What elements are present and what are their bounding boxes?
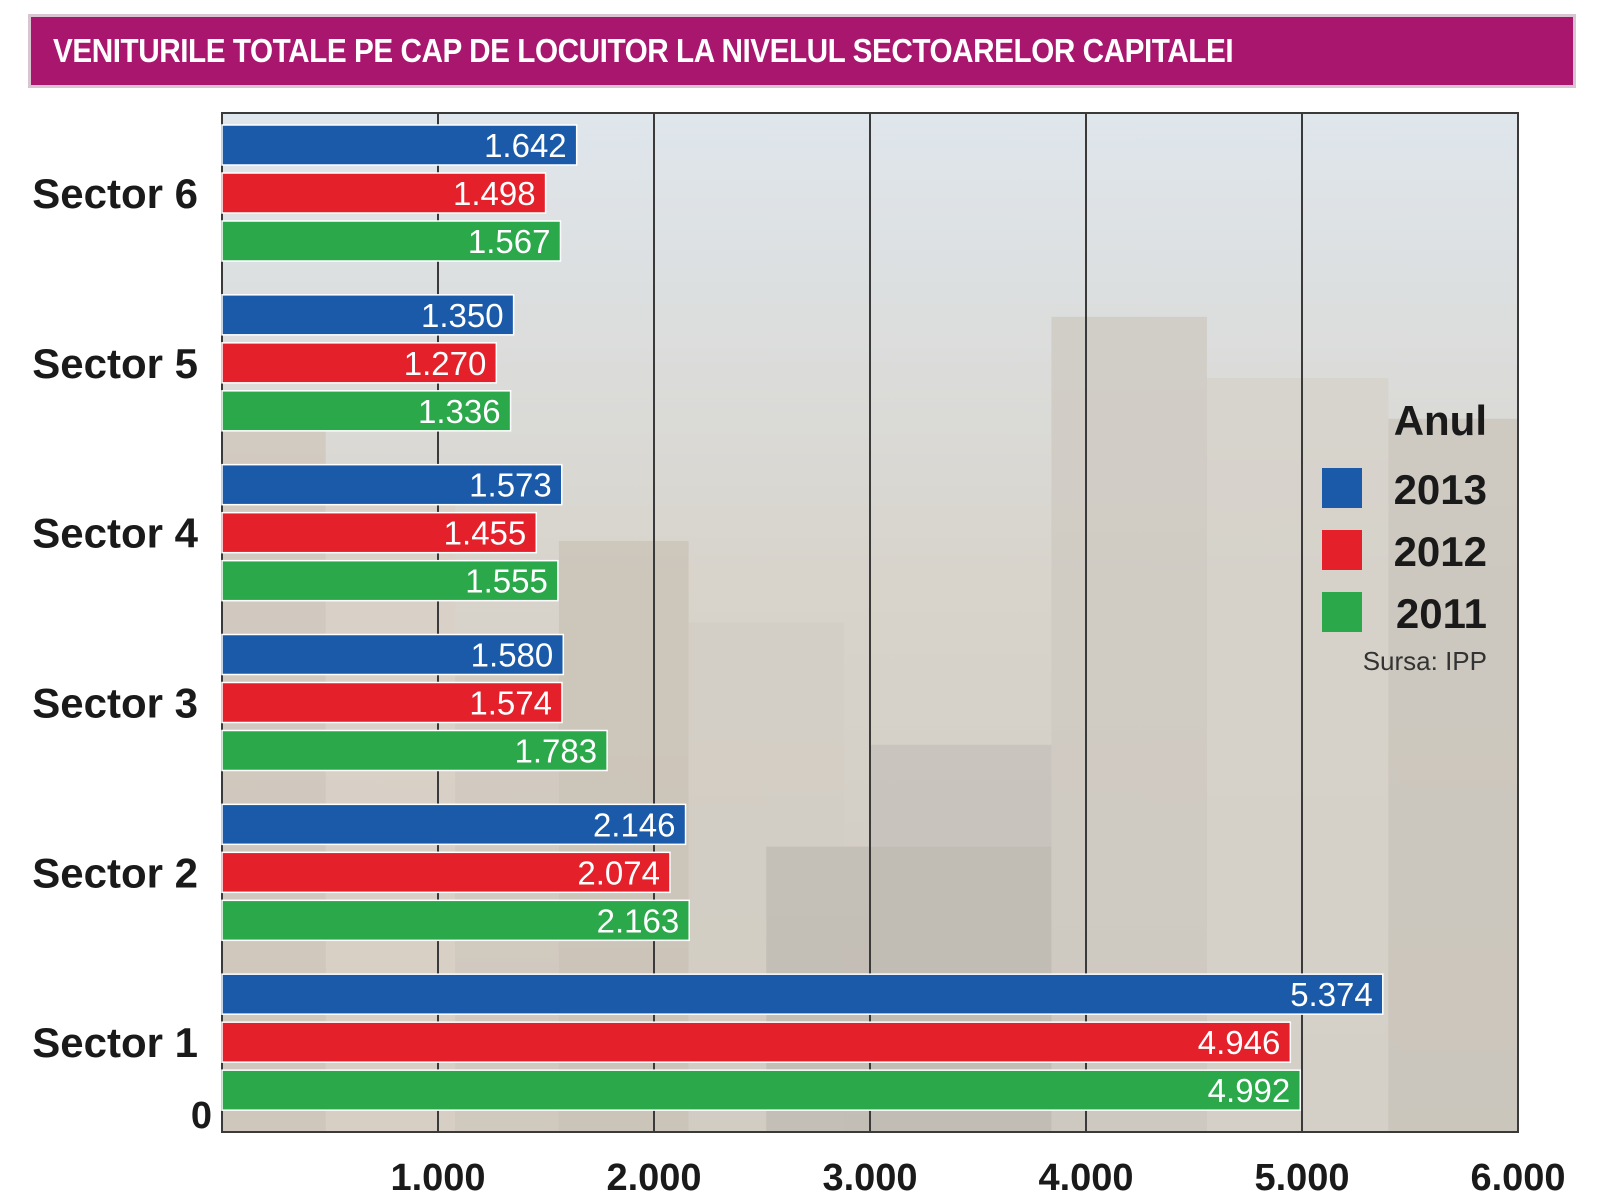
chart-title: VENITURILE TOTALE PE CAP DE LOCUITOR LA … bbox=[53, 32, 1234, 69]
bar-value-label: 1.642 bbox=[484, 127, 567, 164]
bar-2012 bbox=[221, 851, 671, 894]
bar-value-label: 2.146 bbox=[593, 806, 676, 843]
category-label: Sector 3 bbox=[32, 680, 198, 727]
bar-value-label: 1.498 bbox=[453, 175, 536, 212]
category-label: Sector 5 bbox=[32, 340, 198, 387]
x-tick-label: 5.000 bbox=[1254, 1157, 1349, 1199]
legend-title: Anul bbox=[1394, 397, 1487, 444]
bar-2011 bbox=[221, 1069, 1302, 1111]
bar-value-label: 1.567 bbox=[468, 223, 551, 260]
bar-2011 bbox=[221, 220, 562, 262]
bar-2012 bbox=[221, 1021, 1292, 1063]
bar-value-label: 1.336 bbox=[418, 393, 501, 430]
bar-value-label: 5.374 bbox=[1290, 976, 1373, 1013]
bars bbox=[221, 124, 1384, 1111]
bar-2012 bbox=[221, 172, 547, 214]
x-tick-label: 3.000 bbox=[822, 1157, 917, 1199]
x-tick-label: 2.000 bbox=[606, 1157, 701, 1199]
bar-value-label: 2.163 bbox=[597, 902, 680, 939]
category-label: Sector 4 bbox=[32, 510, 198, 557]
source-label: Sursa: IPP bbox=[1363, 646, 1487, 676]
bar-2013 bbox=[221, 294, 515, 336]
x-tick-label: 0 bbox=[191, 1095, 212, 1137]
legend-label: 2013 bbox=[1394, 466, 1487, 513]
bar-value-label: 1.574 bbox=[469, 685, 552, 722]
bar-2013 bbox=[221, 124, 578, 166]
bar-2013 bbox=[221, 973, 1384, 1015]
background-building bbox=[1388, 418, 1518, 1132]
bar-value-label: 1.580 bbox=[471, 637, 554, 674]
title-bar: VENITURILE TOTALE PE CAP DE LOCUITOR LA … bbox=[28, 14, 1576, 88]
bar-value-label: 1.350 bbox=[421, 297, 504, 334]
bar-value-label: 1.573 bbox=[469, 467, 552, 504]
bar-value-label: 4.992 bbox=[1208, 1072, 1291, 1109]
bar-2013 bbox=[221, 803, 687, 846]
bar-value-label: 2.074 bbox=[577, 854, 660, 891]
legend-swatch-2012 bbox=[1322, 530, 1362, 570]
legend-swatch-2013 bbox=[1322, 468, 1362, 508]
bar-value-label: 1.555 bbox=[465, 563, 548, 600]
labels: 1.642 1.498 1.567 Sector 6 1.350 1.270 1.336 Se… bbox=[32, 127, 1565, 1199]
x-tick-label: 1.000 bbox=[390, 1157, 485, 1199]
bar-2012 bbox=[221, 342, 498, 384]
bar-value-label: 4.946 bbox=[1198, 1024, 1281, 1061]
bar-2012 bbox=[221, 511, 538, 554]
bar-2013 bbox=[221, 463, 563, 506]
legend-label: 2012 bbox=[1394, 528, 1487, 575]
legend-swatch-2011 bbox=[1322, 592, 1362, 632]
bar-value-label: 1.270 bbox=[404, 345, 487, 382]
x-tick-label: 4.000 bbox=[1038, 1157, 1133, 1199]
bar-2012 bbox=[221, 681, 563, 724]
legend: Anul 2013 2012 2011 Sursa: IPP bbox=[1322, 397, 1487, 676]
bar-2013 bbox=[221, 633, 565, 676]
bar-2011 bbox=[221, 390, 512, 432]
bar-2011 bbox=[221, 559, 559, 602]
bar-2011 bbox=[221, 899, 690, 942]
bar-2011 bbox=[221, 729, 608, 772]
category-label: Sector 1 bbox=[32, 1019, 198, 1066]
plot-border bbox=[221, 112, 1519, 1133]
bar-value-label: 1.783 bbox=[515, 733, 598, 770]
grid bbox=[221, 112, 1519, 1133]
category-label: Sector 2 bbox=[32, 849, 198, 896]
bar-value-label: 1.455 bbox=[444, 515, 527, 552]
legend-label: 2011 bbox=[1396, 590, 1487, 637]
category-label: Sector 6 bbox=[32, 170, 198, 217]
x-tick-label: 6.000 bbox=[1470, 1157, 1565, 1199]
